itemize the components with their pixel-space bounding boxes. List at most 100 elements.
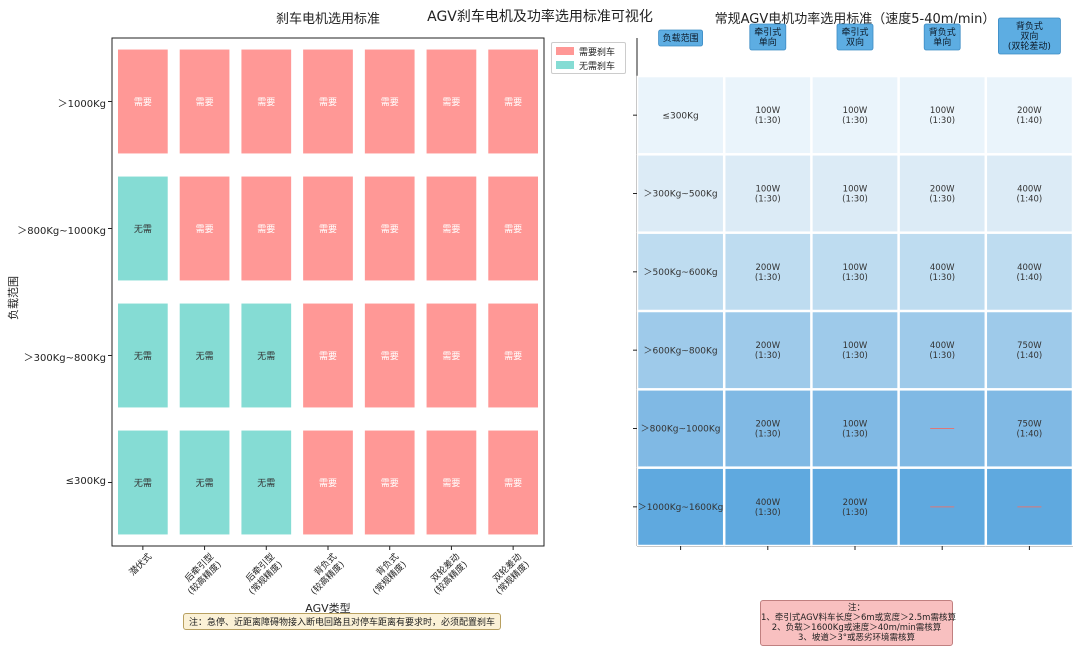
table-header-box (749, 23, 787, 51)
legend-item-no-need: 无需刹车 (556, 59, 615, 72)
table-cell (985, 389, 1074, 468)
table-cell-value: 200W (1:30) (755, 263, 781, 283)
table-cell (811, 467, 899, 547)
heatmap-cell (301, 48, 355, 155)
legend-swatch-need (556, 47, 574, 55)
table-row-label: ＞300Kg~500Kg (644, 190, 718, 200)
heatmap-cell-label: 无需 (134, 478, 152, 489)
heatmap-cell-label: 无需 (196, 351, 214, 362)
heatmap-cell (178, 302, 231, 409)
table-cell-value: 400W (1:40) (1017, 184, 1043, 204)
page-title: AGV刹车电机及功率选用标准可视化 (427, 9, 653, 25)
brake-y-tick-label: ＞800Kg~1000Kg (17, 225, 106, 237)
brake-y-axis-label: 负载范围 (7, 276, 20, 320)
heatmap-cell (301, 429, 355, 536)
heatmap-cell-label: 需要 (319, 224, 337, 235)
heatmap-cell (239, 175, 293, 282)
brake-y-tick-label: ≤300Kg (65, 475, 106, 487)
power-note-line: 注： (847, 603, 865, 613)
table-cell-value: 100W (1:30) (929, 106, 955, 126)
table-cell (723, 310, 812, 390)
heatmap-cell-label: 需要 (134, 97, 152, 108)
heatmap-cell-label: 需要 (319, 97, 337, 108)
power-note-line: 3、坡道＞3°或恶劣环境需核算 (797, 633, 916, 643)
heatmap-cell (486, 175, 540, 282)
table-cell-value: 100W (1:30) (755, 184, 781, 204)
heatmap-cell (178, 175, 231, 282)
table-cell (985, 232, 1074, 312)
table-cell (636, 467, 725, 547)
table-cell-value: 100W (1:30) (842, 419, 868, 439)
heatmap-cell (486, 429, 540, 536)
heatmap-cell (239, 48, 293, 155)
table-cell-value: 100W (1:30) (842, 263, 868, 283)
table-cell (636, 232, 725, 312)
table-cell-value: 750W (1:40) (1017, 341, 1043, 361)
table-cell-value: 400W (1:40) (1017, 263, 1043, 283)
heatmap-cell-label: 需要 (381, 97, 399, 108)
heatmap-cell (425, 302, 478, 409)
table-header-box (658, 29, 703, 47)
table-cell (811, 154, 899, 233)
table-header-label: 牵引式双向 (841, 26, 868, 48)
power-table-title: 常规AGV电机功率选用标准（速度5-40m/min） (714, 12, 996, 27)
table-header-box (836, 23, 874, 51)
heatmap-cell-label: 无需 (196, 478, 214, 489)
table-cell-value: 200W (1:30) (929, 184, 955, 204)
brake-y-tick-label: ＞1000Kg (57, 98, 106, 110)
brake-chart-title: 刹车电机选用标准 (275, 12, 380, 27)
table-header-label: 背负式双向(双轮差动) (1008, 20, 1051, 52)
power-note-line: 1、牵引式AGV料车长度＞6m或宽度＞2.5m需核算 (761, 613, 956, 623)
table-cell-value: 400W (1:30) (929, 341, 955, 361)
table-header-box (923, 23, 961, 51)
table-cell (723, 75, 812, 155)
heatmap-cell-label: 需要 (504, 97, 522, 108)
heatmap-cell-label: 需要 (504, 478, 522, 489)
table-cell-value: 750W (1:40) (1017, 419, 1043, 439)
legend-label-need: 需要刹车 (579, 47, 616, 58)
heatmap-cell (363, 302, 417, 409)
table-cell-value: 400W (1:30) (929, 263, 955, 283)
table-cell-value: 100W (1:30) (842, 106, 868, 126)
heatmap-cell-label: 需要 (381, 224, 399, 235)
table-cell (636, 75, 725, 155)
table-header-label: 牵引式单向 (754, 26, 781, 48)
heatmap-cell-label: 需要 (196, 97, 214, 108)
brake-note: 注：急停、近距离障碍物接入断电回路且对停车距离有要求时，必须配置刹车 (183, 613, 502, 630)
brake-legend: 需要刹车 无需刹车 (551, 42, 626, 74)
heatmap-cell-label: 需要 (257, 224, 275, 235)
table-row-label: ＞600Kg~800Kg (644, 346, 718, 356)
table-cell (985, 154, 1074, 233)
legend-item-need: 需要刹车 (556, 45, 616, 58)
heatmap-cell-label: 无需 (257, 478, 275, 489)
heatmap-cell-label: 无需 (134, 351, 152, 362)
table-cell-value: 400W (1:30) (755, 498, 781, 518)
brake-x-axis-label: AGV类型 (305, 602, 351, 615)
table-cell (898, 154, 987, 233)
table-cell (723, 154, 812, 233)
heatmap-cell (301, 175, 355, 282)
legend-swatch-no-need (556, 61, 574, 69)
heatmap-cell-label: 需要 (504, 224, 522, 235)
table-cell-value: 200W (1:30) (842, 498, 868, 518)
table-cell-value: 100W (1:30) (842, 184, 868, 204)
power-note-line: 2、负载＞1600Kg或速度＞40m/min需核算 (771, 623, 942, 633)
heatmap-cell-label: 需要 (319, 351, 337, 362)
heatmap-cell (301, 302, 355, 409)
table-cell (985, 75, 1074, 155)
heatmap-cell-label: 需要 (319, 478, 337, 489)
table-cell (898, 310, 987, 390)
table-row-label: ＞1000Kg~1600Kg (638, 503, 724, 513)
table-cell (811, 310, 899, 390)
table-cell (898, 232, 987, 312)
heatmap-cell (486, 302, 540, 409)
heatmap-cell (116, 429, 170, 536)
table-row-label: ＞800Kg~1000Kg (641, 425, 721, 435)
heatmap-cell-label: 需要 (442, 97, 460, 108)
table-cell (636, 389, 725, 468)
heatmap-cell (363, 175, 417, 282)
table-header-box (998, 17, 1061, 55)
heatmap-cell-label: 需要 (504, 351, 522, 362)
heatmap-cell (178, 48, 231, 155)
